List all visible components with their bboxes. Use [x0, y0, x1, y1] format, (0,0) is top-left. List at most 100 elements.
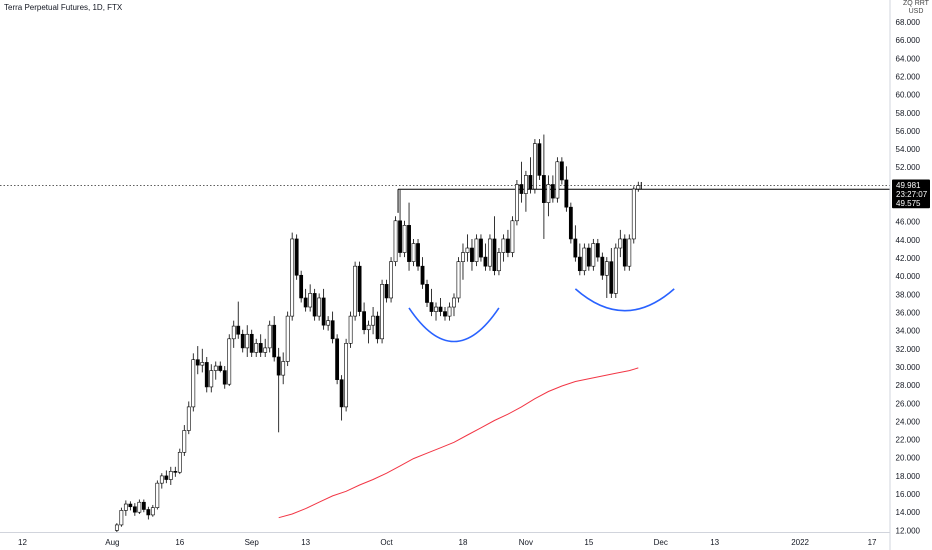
candle-body [312, 293, 317, 317]
candle-body [263, 347, 268, 353]
candle-body [636, 185, 641, 190]
candle-body [218, 365, 223, 371]
time-axis[interactable]: 12 Aug 16 Sep 13 Oct 18 Nov 15 Dec 13 2022 17 [18, 538, 877, 547]
candle [240, 329, 245, 353]
candle-body [591, 243, 596, 267]
y-tick-label: 66.000 [896, 36, 921, 45]
y-tick-label: 44.000 [896, 236, 921, 245]
candle [182, 425, 187, 456]
pattern-arcs [408, 288, 675, 343]
candle-body [483, 256, 488, 267]
candle [357, 261, 362, 317]
candle [308, 284, 313, 312]
candle-body [492, 238, 497, 272]
y-tick-label: 54.000 [896, 145, 921, 154]
candle-body [164, 475, 169, 480]
candle [492, 216, 497, 276]
y-tick-label: 42.000 [896, 254, 921, 263]
candle [299, 270, 304, 303]
candle [497, 248, 501, 276]
candle [541, 134, 546, 239]
candle [510, 216, 515, 258]
candle [618, 229, 623, 258]
candle-body [204, 362, 209, 388]
candle-body [213, 365, 218, 371]
candle-body [479, 238, 483, 258]
candle-body [488, 238, 492, 267]
candle-body [384, 284, 389, 299]
candle-body [249, 333, 254, 353]
candle [213, 361, 218, 380]
candle [123, 500, 128, 516]
candle [137, 499, 142, 515]
x-tick-label: Aug [105, 538, 119, 547]
candle-body [177, 451, 182, 473]
candle [515, 179, 519, 226]
candle-body [195, 359, 200, 366]
candle-body [541, 175, 546, 203]
candle [438, 297, 443, 317]
y-tick-label: 64.000 [896, 54, 921, 63]
candle [128, 501, 133, 511]
candle [555, 157, 560, 203]
candle-body [123, 503, 128, 511]
candle-body [276, 356, 281, 376]
candle-body [326, 320, 331, 326]
candle-body [609, 261, 614, 294]
candle [573, 225, 578, 262]
currency-label[interactable]: ZQ RRT USD [903, 0, 929, 16]
candle-body [420, 265, 425, 285]
candle-body [137, 501, 142, 513]
candle-body [573, 238, 578, 258]
x-tick-label: 12 [18, 538, 27, 547]
candle [416, 238, 420, 271]
last-price-value: 49.981 [896, 181, 921, 190]
y-tick-label: 24.000 [896, 417, 921, 426]
candle [582, 243, 587, 276]
candle [159, 473, 164, 489]
candle-body [119, 510, 124, 526]
y-tick-label: 22.000 [896, 436, 921, 445]
resistance-price-tag: 49.575 [892, 198, 930, 209]
candle [613, 243, 618, 298]
candle [344, 338, 349, 412]
candle [290, 232, 295, 321]
candle-body [550, 184, 555, 199]
candle [353, 261, 358, 321]
candle-body [582, 247, 587, 272]
candle [312, 288, 317, 321]
y-tick-label: 60.000 [896, 91, 921, 100]
candle [609, 248, 614, 298]
candle-body [254, 343, 259, 353]
candles [114, 134, 641, 533]
candle-body [231, 325, 236, 340]
candle [407, 202, 411, 271]
candle [317, 293, 322, 321]
candle [559, 157, 564, 185]
candle-body [353, 265, 358, 317]
candle [119, 507, 124, 527]
candle-body [425, 284, 429, 303]
y-tick-label: 14.000 [896, 508, 921, 517]
candle-body [146, 509, 151, 516]
candle [389, 257, 393, 303]
candle-body [141, 501, 146, 510]
candle [164, 470, 169, 484]
candle-body [434, 306, 438, 312]
candle [631, 186, 636, 244]
candle [231, 320, 236, 348]
candle-body [501, 238, 506, 253]
last-price-tag-bg [892, 179, 930, 200]
candle-body [393, 220, 398, 262]
candle [150, 504, 155, 517]
candle [276, 347, 281, 433]
candle-body [519, 184, 524, 194]
resistance-tag-bg [892, 198, 930, 209]
candle-body [461, 252, 465, 262]
candle [627, 234, 632, 271]
candle [155, 480, 160, 510]
candle [470, 238, 474, 271]
candle-body [200, 362, 205, 366]
